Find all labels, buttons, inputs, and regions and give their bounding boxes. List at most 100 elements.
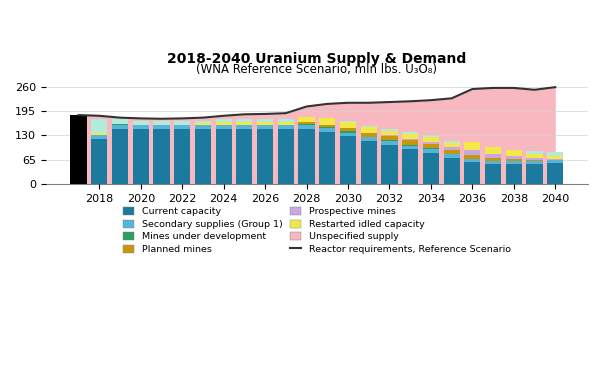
Bar xyxy=(547,152,563,184)
Bar xyxy=(340,131,356,133)
Bar xyxy=(174,125,191,129)
Bar xyxy=(423,137,439,142)
Bar xyxy=(444,158,459,184)
Bar xyxy=(402,145,418,149)
Bar xyxy=(153,129,169,184)
Bar xyxy=(278,125,294,129)
Bar xyxy=(444,147,459,151)
Legend: Current capacity, Secondary supplies (Group 1), Mines under development, Planned: Current capacity, Secondary supplies (Gr… xyxy=(123,207,511,254)
Bar xyxy=(526,151,543,184)
Bar xyxy=(112,124,128,125)
Bar xyxy=(298,122,315,124)
Bar xyxy=(381,131,397,135)
Bar xyxy=(485,147,501,154)
Bar xyxy=(402,135,418,139)
Bar xyxy=(464,155,481,158)
Bar xyxy=(236,125,253,129)
Bar xyxy=(71,115,87,184)
Bar xyxy=(402,149,418,184)
Bar xyxy=(319,128,335,132)
Bar xyxy=(195,123,211,125)
Bar xyxy=(153,121,169,184)
Bar xyxy=(402,139,418,140)
Bar xyxy=(444,143,459,147)
Bar xyxy=(71,126,87,184)
Bar xyxy=(423,149,439,153)
Bar xyxy=(71,115,87,184)
Bar xyxy=(464,158,481,162)
Bar xyxy=(547,156,563,158)
Bar xyxy=(174,121,191,184)
Bar xyxy=(464,142,481,151)
Bar xyxy=(71,124,87,126)
Bar xyxy=(91,133,107,135)
Text: (WNA Reference Scenario, mln lbs. U₃O₈): (WNA Reference Scenario, mln lbs. U₃O₈) xyxy=(197,62,437,76)
Bar xyxy=(174,129,191,184)
Bar xyxy=(112,129,128,184)
Bar xyxy=(423,135,439,184)
Bar xyxy=(464,162,481,184)
Bar xyxy=(464,151,481,155)
Bar xyxy=(340,133,356,136)
Bar xyxy=(112,125,128,129)
Bar xyxy=(216,125,232,129)
Bar xyxy=(485,161,501,165)
Bar xyxy=(133,125,149,129)
Text: 2018-2040 Uranium Supply & Demand: 2018-2040 Uranium Supply & Demand xyxy=(167,52,467,66)
Bar xyxy=(278,119,294,184)
Bar xyxy=(361,126,377,184)
Bar xyxy=(361,136,377,137)
Bar xyxy=(133,121,149,184)
Bar xyxy=(195,125,211,129)
Bar xyxy=(526,165,543,184)
Bar xyxy=(91,139,107,184)
Bar xyxy=(506,165,522,184)
Bar xyxy=(216,119,232,184)
Bar xyxy=(506,156,522,159)
Bar xyxy=(340,136,356,184)
Bar xyxy=(361,127,377,133)
Bar xyxy=(485,165,501,184)
Bar xyxy=(526,160,543,161)
Bar xyxy=(506,150,522,184)
Bar xyxy=(257,122,273,125)
Bar xyxy=(216,122,232,125)
Bar xyxy=(506,159,522,161)
Bar xyxy=(319,119,335,184)
Bar xyxy=(547,163,563,184)
Bar xyxy=(319,119,335,125)
Bar xyxy=(195,121,211,184)
Bar xyxy=(340,121,356,184)
Bar xyxy=(506,161,522,165)
Bar xyxy=(91,119,107,184)
Bar xyxy=(444,151,459,154)
Bar xyxy=(298,117,315,122)
Bar xyxy=(381,136,397,140)
Bar xyxy=(319,127,335,128)
Bar xyxy=(506,151,522,156)
Bar xyxy=(361,137,377,141)
Bar xyxy=(340,122,356,128)
Bar xyxy=(278,129,294,184)
Bar xyxy=(485,158,501,161)
Bar xyxy=(444,154,459,158)
Bar xyxy=(216,129,232,184)
Bar xyxy=(464,145,481,184)
Bar xyxy=(526,161,543,165)
Bar xyxy=(423,144,439,149)
Bar xyxy=(361,133,377,136)
Bar xyxy=(257,119,273,184)
Bar xyxy=(444,141,459,184)
Bar xyxy=(112,119,128,184)
Bar xyxy=(547,160,563,163)
Bar xyxy=(526,158,543,160)
Bar xyxy=(257,125,273,129)
Bar xyxy=(381,135,397,136)
Bar xyxy=(236,122,253,125)
Bar xyxy=(381,129,397,184)
Bar xyxy=(423,142,439,144)
Bar xyxy=(485,147,501,184)
Bar xyxy=(195,129,211,184)
Bar xyxy=(298,125,315,129)
Bar xyxy=(91,135,107,139)
